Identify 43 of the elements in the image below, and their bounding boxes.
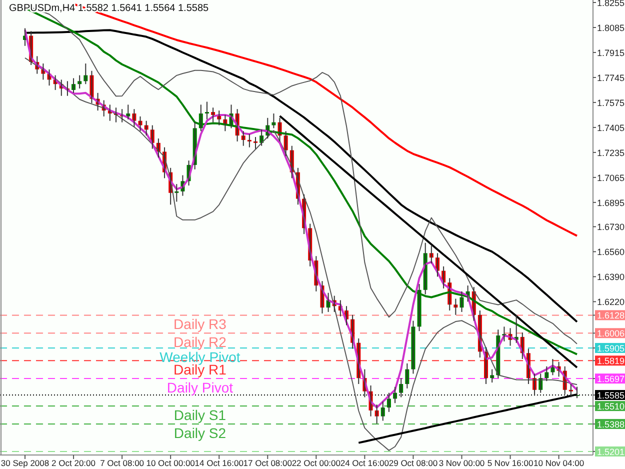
x-tick-label: 14 Oct 16:00 (194, 458, 244, 468)
line-series (24, 57, 578, 451)
y-tick-label: 1.8085 (597, 22, 625, 33)
y-tick-label: 1.6895 (597, 198, 625, 208)
x-tick-label: 22 Oct 00:00 (292, 458, 341, 468)
y-tick-label: 1.7065 (597, 172, 625, 183)
y-tick-label: 1.7575 (597, 98, 625, 108)
ref-line-label: Daily S2 (174, 424, 226, 441)
y-tick-label: 1.6128 (597, 310, 625, 321)
y-tick-label: 1.5819 (597, 356, 625, 366)
y-tick-label: 1.5388 (597, 419, 625, 430)
y-tick-label: 1.5510 (597, 402, 625, 412)
x-tick-label: 30 Sep 2008 (0, 458, 50, 468)
line-series (278, 114, 578, 369)
x-tick-label: 3 Nov 00:00 (438, 458, 485, 468)
y-tick-label: 1.5585 (597, 390, 625, 401)
ref-line-label: Weekly Pivot (160, 348, 240, 365)
x-tick-label: 24 Oct 16:00 (340, 458, 390, 468)
ref-line-label: Daily R2 (174, 334, 227, 350)
y-tick-label: 1.5697 (597, 374, 625, 384)
x-tick-label: 17 Oct 08:00 (243, 458, 292, 468)
y-tick-label: 1.7745 (597, 72, 625, 83)
y-tick-label: 1.6730 (597, 222, 625, 232)
x-tick-label: 7 Oct 08:00 (100, 458, 144, 468)
y-tick-label: 1.6220 (597, 297, 625, 308)
ref-line-label: Daily S1 (174, 407, 226, 424)
x-tick-label: 5 Nov 16:00 (487, 458, 534, 468)
y-tick-label: 1.5905 (597, 343, 625, 354)
ref-line-label: Daily R3 (174, 316, 227, 332)
y-tick-label: 1.7235 (597, 148, 625, 158)
ref-line-label: Daily Pivot (166, 380, 234, 396)
x-tick-label: 10 Nov 04:00 (534, 458, 584, 468)
y-tick-label: 1.8255 (597, 0, 625, 8)
y-tick-label: 1.7915 (597, 48, 625, 58)
y-tick-label: 1.6560 (597, 247, 625, 258)
y-tick-label: 1.6390 (597, 272, 625, 282)
x-tick-label: 2 Oct 20:00 (52, 458, 96, 468)
line-series (24, 28, 578, 409)
y-tick-label: 1.6006 (597, 328, 625, 339)
x-tick-label: 10 Oct 00:00 (146, 458, 196, 468)
y-tick-label: 1.7405 (597, 122, 625, 133)
x-tick-label: 29 Oct 08:00 (388, 458, 438, 468)
y-tick-label: 1.5201 (597, 446, 625, 457)
